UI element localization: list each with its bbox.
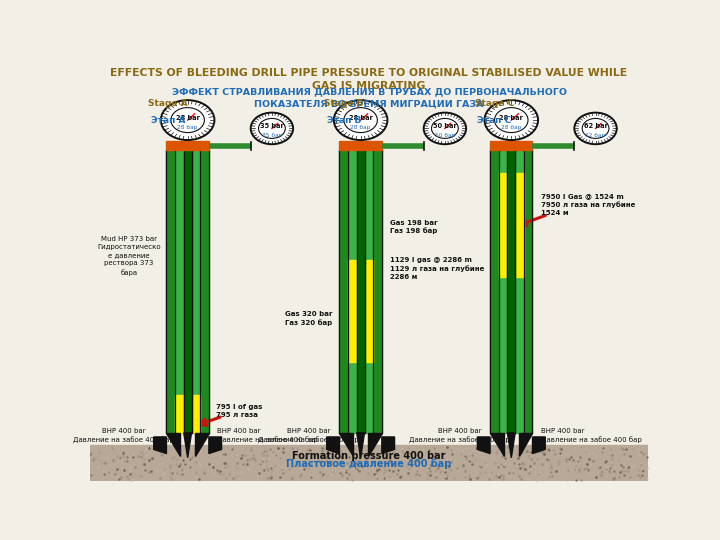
- Bar: [516, 150, 523, 433]
- Text: 62 бар: 62 бар: [585, 133, 606, 138]
- Text: BHP 400 bar
Давление на забое 400 бар: BHP 400 bar Давление на забое 400 бар: [541, 428, 642, 443]
- Bar: [166, 150, 176, 433]
- Circle shape: [334, 100, 387, 140]
- Text: Пластовое давление 400 бар: Пластовое давление 400 бар: [287, 458, 451, 469]
- Text: 35 бар: 35 бар: [262, 133, 282, 138]
- Circle shape: [161, 100, 215, 140]
- Bar: [364, 150, 373, 433]
- Circle shape: [431, 118, 459, 138]
- Bar: [499, 150, 508, 433]
- Polygon shape: [368, 433, 382, 456]
- Text: Stage B: Stage B: [324, 99, 364, 109]
- Bar: [490, 150, 499, 433]
- Polygon shape: [209, 437, 222, 454]
- Text: Этап A: Этап A: [151, 116, 185, 125]
- Polygon shape: [490, 433, 504, 456]
- Text: EFFECTS OF BLEEDING DRILL PIPE PRESSURE TO ORIGINAL STABILISED VALUE WHILE
GAS I: EFFECTS OF BLEEDING DRILL PIPE PRESSURE …: [110, 68, 628, 91]
- Bar: [90, 446, 648, 481]
- Circle shape: [495, 107, 528, 133]
- Bar: [499, 173, 508, 277]
- Bar: [516, 173, 523, 277]
- Text: BHP 400 bar
Давление на забое 400 бар: BHP 400 bar Давление на забое 400 бар: [258, 428, 359, 443]
- Polygon shape: [533, 437, 545, 454]
- Bar: [339, 141, 382, 150]
- Bar: [176, 395, 184, 433]
- Circle shape: [423, 113, 466, 144]
- Bar: [348, 260, 356, 362]
- Circle shape: [485, 100, 538, 140]
- Bar: [339, 150, 348, 433]
- Circle shape: [575, 113, 617, 144]
- Bar: [373, 150, 382, 433]
- Text: Этап B: Этап B: [327, 116, 361, 125]
- Polygon shape: [166, 433, 180, 456]
- Text: Mud HP 373 bar
Гидростатическо
е давление
рествора 373
бара: Mud HP 373 bar Гидростатическо е давлени…: [97, 237, 161, 275]
- Polygon shape: [339, 433, 354, 456]
- Text: 28 бар: 28 бар: [177, 125, 198, 130]
- Polygon shape: [195, 433, 209, 456]
- Text: Gas 320 bar
Газ 320 бар: Gas 320 bar Газ 320 бар: [285, 311, 333, 326]
- Polygon shape: [518, 433, 533, 456]
- Bar: [364, 260, 373, 362]
- Bar: [348, 150, 356, 433]
- Text: 35 bar: 35 bar: [260, 123, 284, 130]
- Text: 7950 l Gas @ 1524 m
7950 л газа на глубине
1524 м: 7950 l Gas @ 1524 m 7950 л газа на глуби…: [541, 193, 635, 215]
- Bar: [490, 141, 533, 150]
- Bar: [166, 141, 209, 150]
- Polygon shape: [154, 437, 166, 454]
- Text: Gas 198 bar
Газ 198 бар: Gas 198 bar Газ 198 бар: [390, 220, 438, 234]
- Text: Formation pressure 400 bar: Formation pressure 400 bar: [292, 451, 446, 461]
- Text: 28 bar: 28 bar: [176, 115, 199, 121]
- Bar: [176, 150, 184, 433]
- Polygon shape: [477, 437, 490, 454]
- Text: 28 бар: 28 бар: [351, 125, 371, 130]
- Text: 62 bar: 62 bar: [584, 123, 608, 130]
- Text: 795 l of gas
795 л газа: 795 l of gas 795 л газа: [215, 404, 262, 418]
- Bar: [192, 150, 200, 433]
- Text: BHP 400 bar
Давление на забое 400 бар: BHP 400 bar Давление на забое 400 бар: [73, 428, 174, 443]
- Text: 50 бар: 50 бар: [435, 133, 455, 138]
- Circle shape: [251, 113, 293, 144]
- Bar: [184, 150, 192, 433]
- Bar: [200, 150, 209, 433]
- Polygon shape: [327, 437, 339, 454]
- Polygon shape: [356, 433, 364, 458]
- Text: 28 бар: 28 бар: [501, 125, 521, 130]
- Text: BHP 400 bar
Давление на забое 400 бар: BHP 400 bar Давление на забое 400 бар: [217, 428, 318, 443]
- Circle shape: [171, 107, 204, 133]
- Bar: [508, 150, 516, 433]
- Polygon shape: [382, 437, 395, 454]
- Text: 28 bar: 28 bar: [500, 115, 523, 121]
- Circle shape: [258, 118, 285, 138]
- Text: ЭФФЕКТ СТРАВЛИВАНИЯ ДАВЛЕНИЯ В ТРУБАХ ДО ПЕРВОНАЧАЛЬНОГО
ПОКАЗАТЕЛЯ ВО ВРЕМЯ МИГ: ЭФФЕКТ СТРАВЛИВАНИЯ ДАВЛЕНИЯ В ТРУБАХ ДО…: [171, 87, 567, 108]
- Polygon shape: [508, 433, 516, 458]
- Polygon shape: [184, 433, 192, 458]
- Text: 1129 l gas @ 2286 m
1129 л газа на глубине
2286 м: 1129 l gas @ 2286 m 1129 л газа на глуби…: [390, 257, 485, 280]
- Circle shape: [582, 118, 609, 138]
- Bar: [523, 150, 533, 433]
- Text: 50 bar: 50 bar: [433, 123, 456, 130]
- Text: Этап C: Этап C: [477, 116, 512, 125]
- Text: Stage C: Stage C: [475, 99, 514, 109]
- Bar: [356, 150, 364, 433]
- Text: BHP 400 bar
Давление на забое 400 бар: BHP 400 bar Давление на забое 400 бар: [409, 428, 510, 443]
- Text: 28 bar: 28 bar: [348, 115, 372, 121]
- Text: Stage A: Stage A: [148, 99, 188, 109]
- Bar: [192, 395, 200, 433]
- Circle shape: [344, 107, 377, 133]
